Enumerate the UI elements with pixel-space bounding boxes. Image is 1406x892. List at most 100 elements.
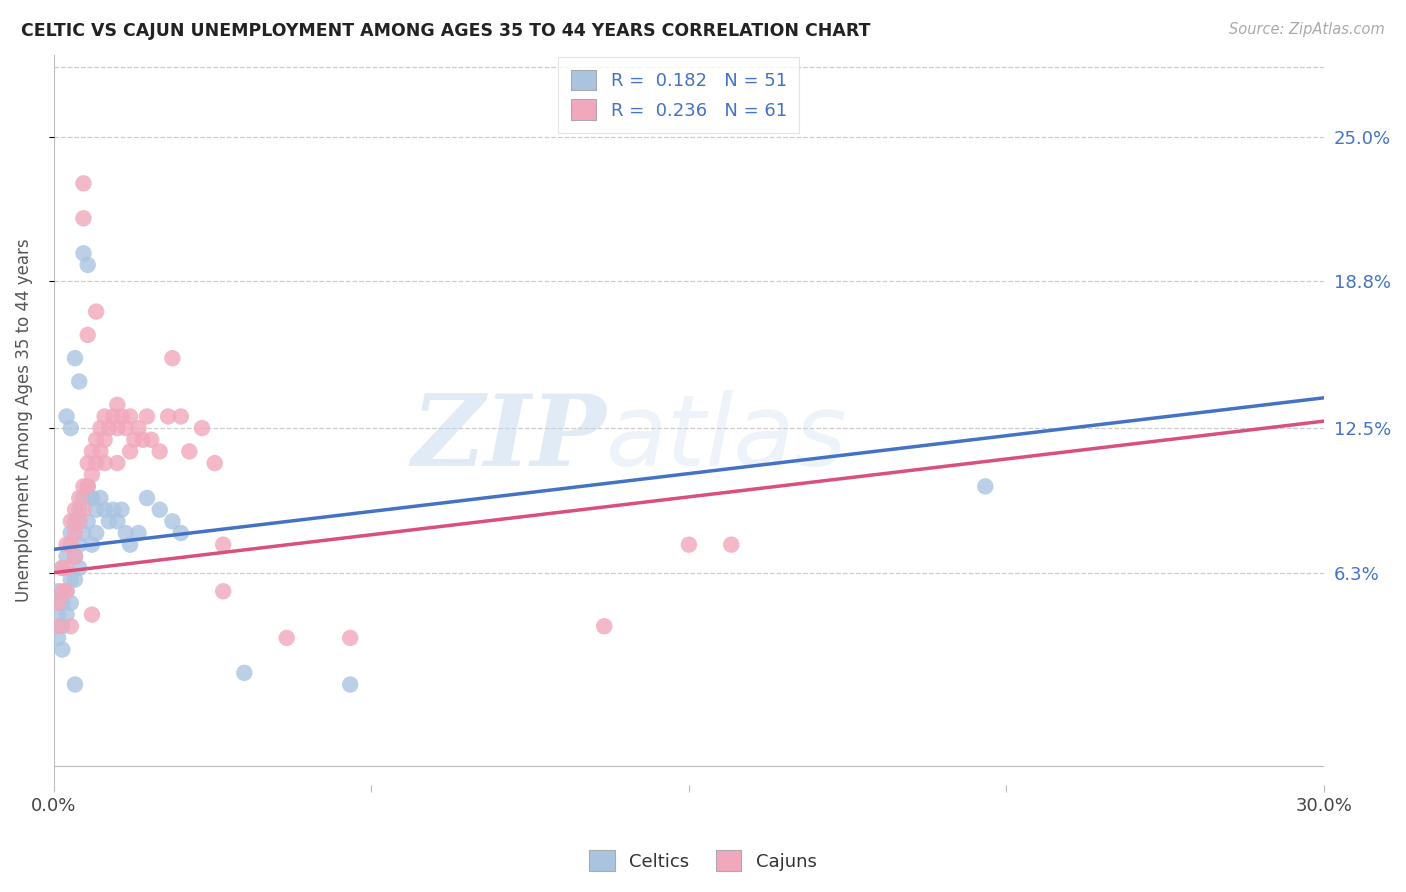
Point (128, 526, 150, 541)
Point (124, 433, 146, 447)
Point (59, 596, 82, 610)
Point (72, 479, 94, 493)
Point (97, 421, 120, 435)
Point (51, 561, 73, 575)
Point (72, 177, 94, 191)
Point (89, 491, 111, 505)
Point (110, 409, 132, 424)
Point (136, 409, 159, 424)
Point (110, 502, 132, 516)
Point (118, 409, 141, 424)
Point (67, 491, 90, 505)
Point (162, 514, 184, 528)
Point (67, 502, 90, 516)
Point (136, 491, 159, 505)
Point (212, 584, 235, 599)
Point (212, 538, 235, 552)
Point (974, 479, 997, 493)
Point (80, 607, 103, 622)
Point (101, 502, 124, 516)
Point (46, 619, 69, 633)
Point (76, 327, 98, 342)
Point (149, 444, 172, 458)
Point (76, 479, 98, 493)
Point (105, 514, 128, 528)
Point (593, 619, 616, 633)
Point (84, 456, 107, 470)
Point (84, 526, 107, 541)
Legend: R =  0.182   N = 51, R =  0.236   N = 61: R = 0.182 N = 51, R = 0.236 N = 61 (558, 57, 800, 133)
Point (678, 538, 700, 552)
Point (114, 526, 136, 541)
Point (72, 246, 94, 260)
Point (67, 375, 90, 389)
Point (162, 351, 184, 366)
Point (157, 409, 180, 424)
Point (67, 538, 90, 552)
Point (63, 351, 86, 366)
Text: Source: ZipAtlas.com: Source: ZipAtlas.com (1229, 22, 1385, 37)
Point (46, 607, 69, 622)
Point (149, 502, 172, 516)
Text: ZIP: ZIP (412, 390, 606, 486)
Point (76, 258, 98, 272)
Point (51, 584, 73, 599)
Point (63, 549, 86, 564)
Point (72, 526, 94, 541)
Point (63, 573, 86, 587)
Point (105, 398, 128, 412)
Point (59, 573, 82, 587)
Point (132, 433, 155, 447)
Point (93, 502, 115, 516)
Point (51, 561, 73, 575)
Point (80, 467, 103, 482)
Point (720, 538, 742, 552)
Point (55, 584, 77, 599)
Point (51, 642, 73, 657)
Point (55, 607, 77, 622)
Point (204, 456, 226, 470)
Point (72, 491, 94, 505)
Point (76, 456, 98, 470)
Point (339, 631, 361, 645)
Point (118, 538, 141, 552)
Point (80, 444, 103, 458)
Point (76, 479, 98, 493)
Point (118, 444, 141, 458)
Point (105, 421, 128, 435)
Point (46, 596, 69, 610)
Point (55, 561, 77, 575)
Point (63, 677, 86, 691)
Point (89, 444, 111, 458)
Text: atlas: atlas (606, 390, 848, 487)
Point (93, 433, 115, 447)
Point (339, 677, 361, 691)
Point (93, 456, 115, 470)
Y-axis label: Unemployment Among Ages 35 to 44 years: Unemployment Among Ages 35 to 44 years (15, 238, 32, 602)
Point (63, 526, 86, 541)
Point (233, 665, 256, 680)
Point (46, 584, 69, 599)
Point (179, 444, 201, 458)
Point (89, 421, 111, 435)
Point (97, 514, 120, 528)
Point (101, 409, 124, 424)
Point (84, 502, 107, 516)
Point (128, 421, 150, 435)
Point (72, 211, 94, 226)
Legend: Celtics, Cajuns: Celtics, Cajuns (582, 843, 824, 879)
Point (80, 538, 103, 552)
Point (84, 304, 107, 318)
Point (63, 514, 86, 528)
Point (76, 514, 98, 528)
Point (59, 514, 82, 528)
Point (55, 549, 77, 564)
Point (67, 514, 90, 528)
Point (63, 502, 86, 516)
Point (51, 596, 73, 610)
Point (55, 538, 77, 552)
Point (105, 456, 128, 470)
Point (276, 631, 298, 645)
Point (67, 561, 90, 575)
Point (59, 619, 82, 633)
